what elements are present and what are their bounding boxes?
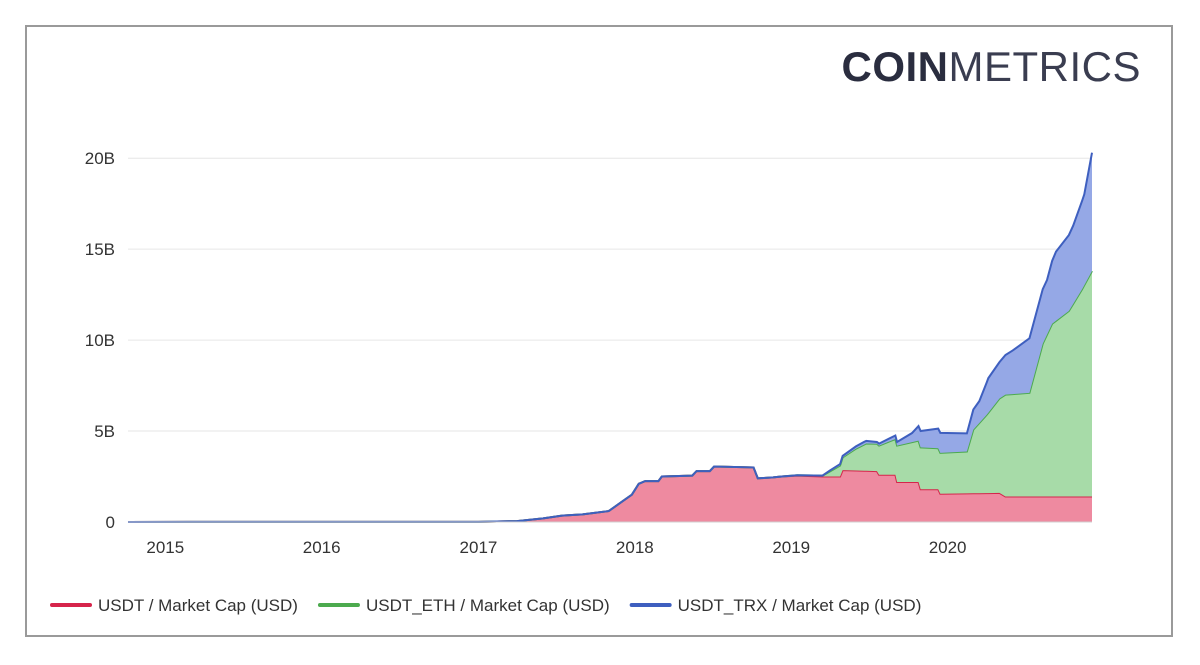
axes: 0 5B 10B 15B 20B 2015 2016 2017 2018 2019 2020 (85, 149, 1092, 557)
logo-light-text: METRICS (948, 43, 1141, 90)
series-line-2 (127, 152, 1093, 523)
area-series (127, 152, 1093, 523)
y-tick-label: 5B (94, 422, 115, 441)
chart-frame: COINMETRICS (25, 25, 1173, 637)
coinmetrics-logo: COINMETRICS (842, 43, 1142, 91)
series-area-0 (128, 466, 1092, 522)
legend: USDT / Market Cap (USD) USDT_ETH / Market… (50, 596, 922, 615)
x-tick-label: 2018 (616, 538, 654, 557)
logo-bold-text: COIN (841, 43, 949, 90)
y-tick-label: 15B (85, 240, 115, 259)
x-tick-label: 2015 (146, 538, 184, 557)
y-tick-label: 0 (106, 513, 115, 532)
x-tick-label: 2017 (460, 538, 498, 557)
x-tick-label: 2016 (303, 538, 341, 557)
legend-label-2[interactable]: USDT_TRX / Market Cap (USD) (678, 596, 922, 615)
x-tick-label: 2019 (772, 538, 810, 557)
legend-label-0[interactable]: USDT / Market Cap (USD) (98, 596, 298, 615)
series-area-1 (128, 270, 1092, 522)
legend-label-1[interactable]: USDT_ETH / Market Cap (USD) (366, 596, 610, 615)
y-tick-label: 10B (85, 331, 115, 350)
y-tick-label: 20B (85, 149, 115, 168)
x-tick-label: 2020 (929, 538, 967, 557)
